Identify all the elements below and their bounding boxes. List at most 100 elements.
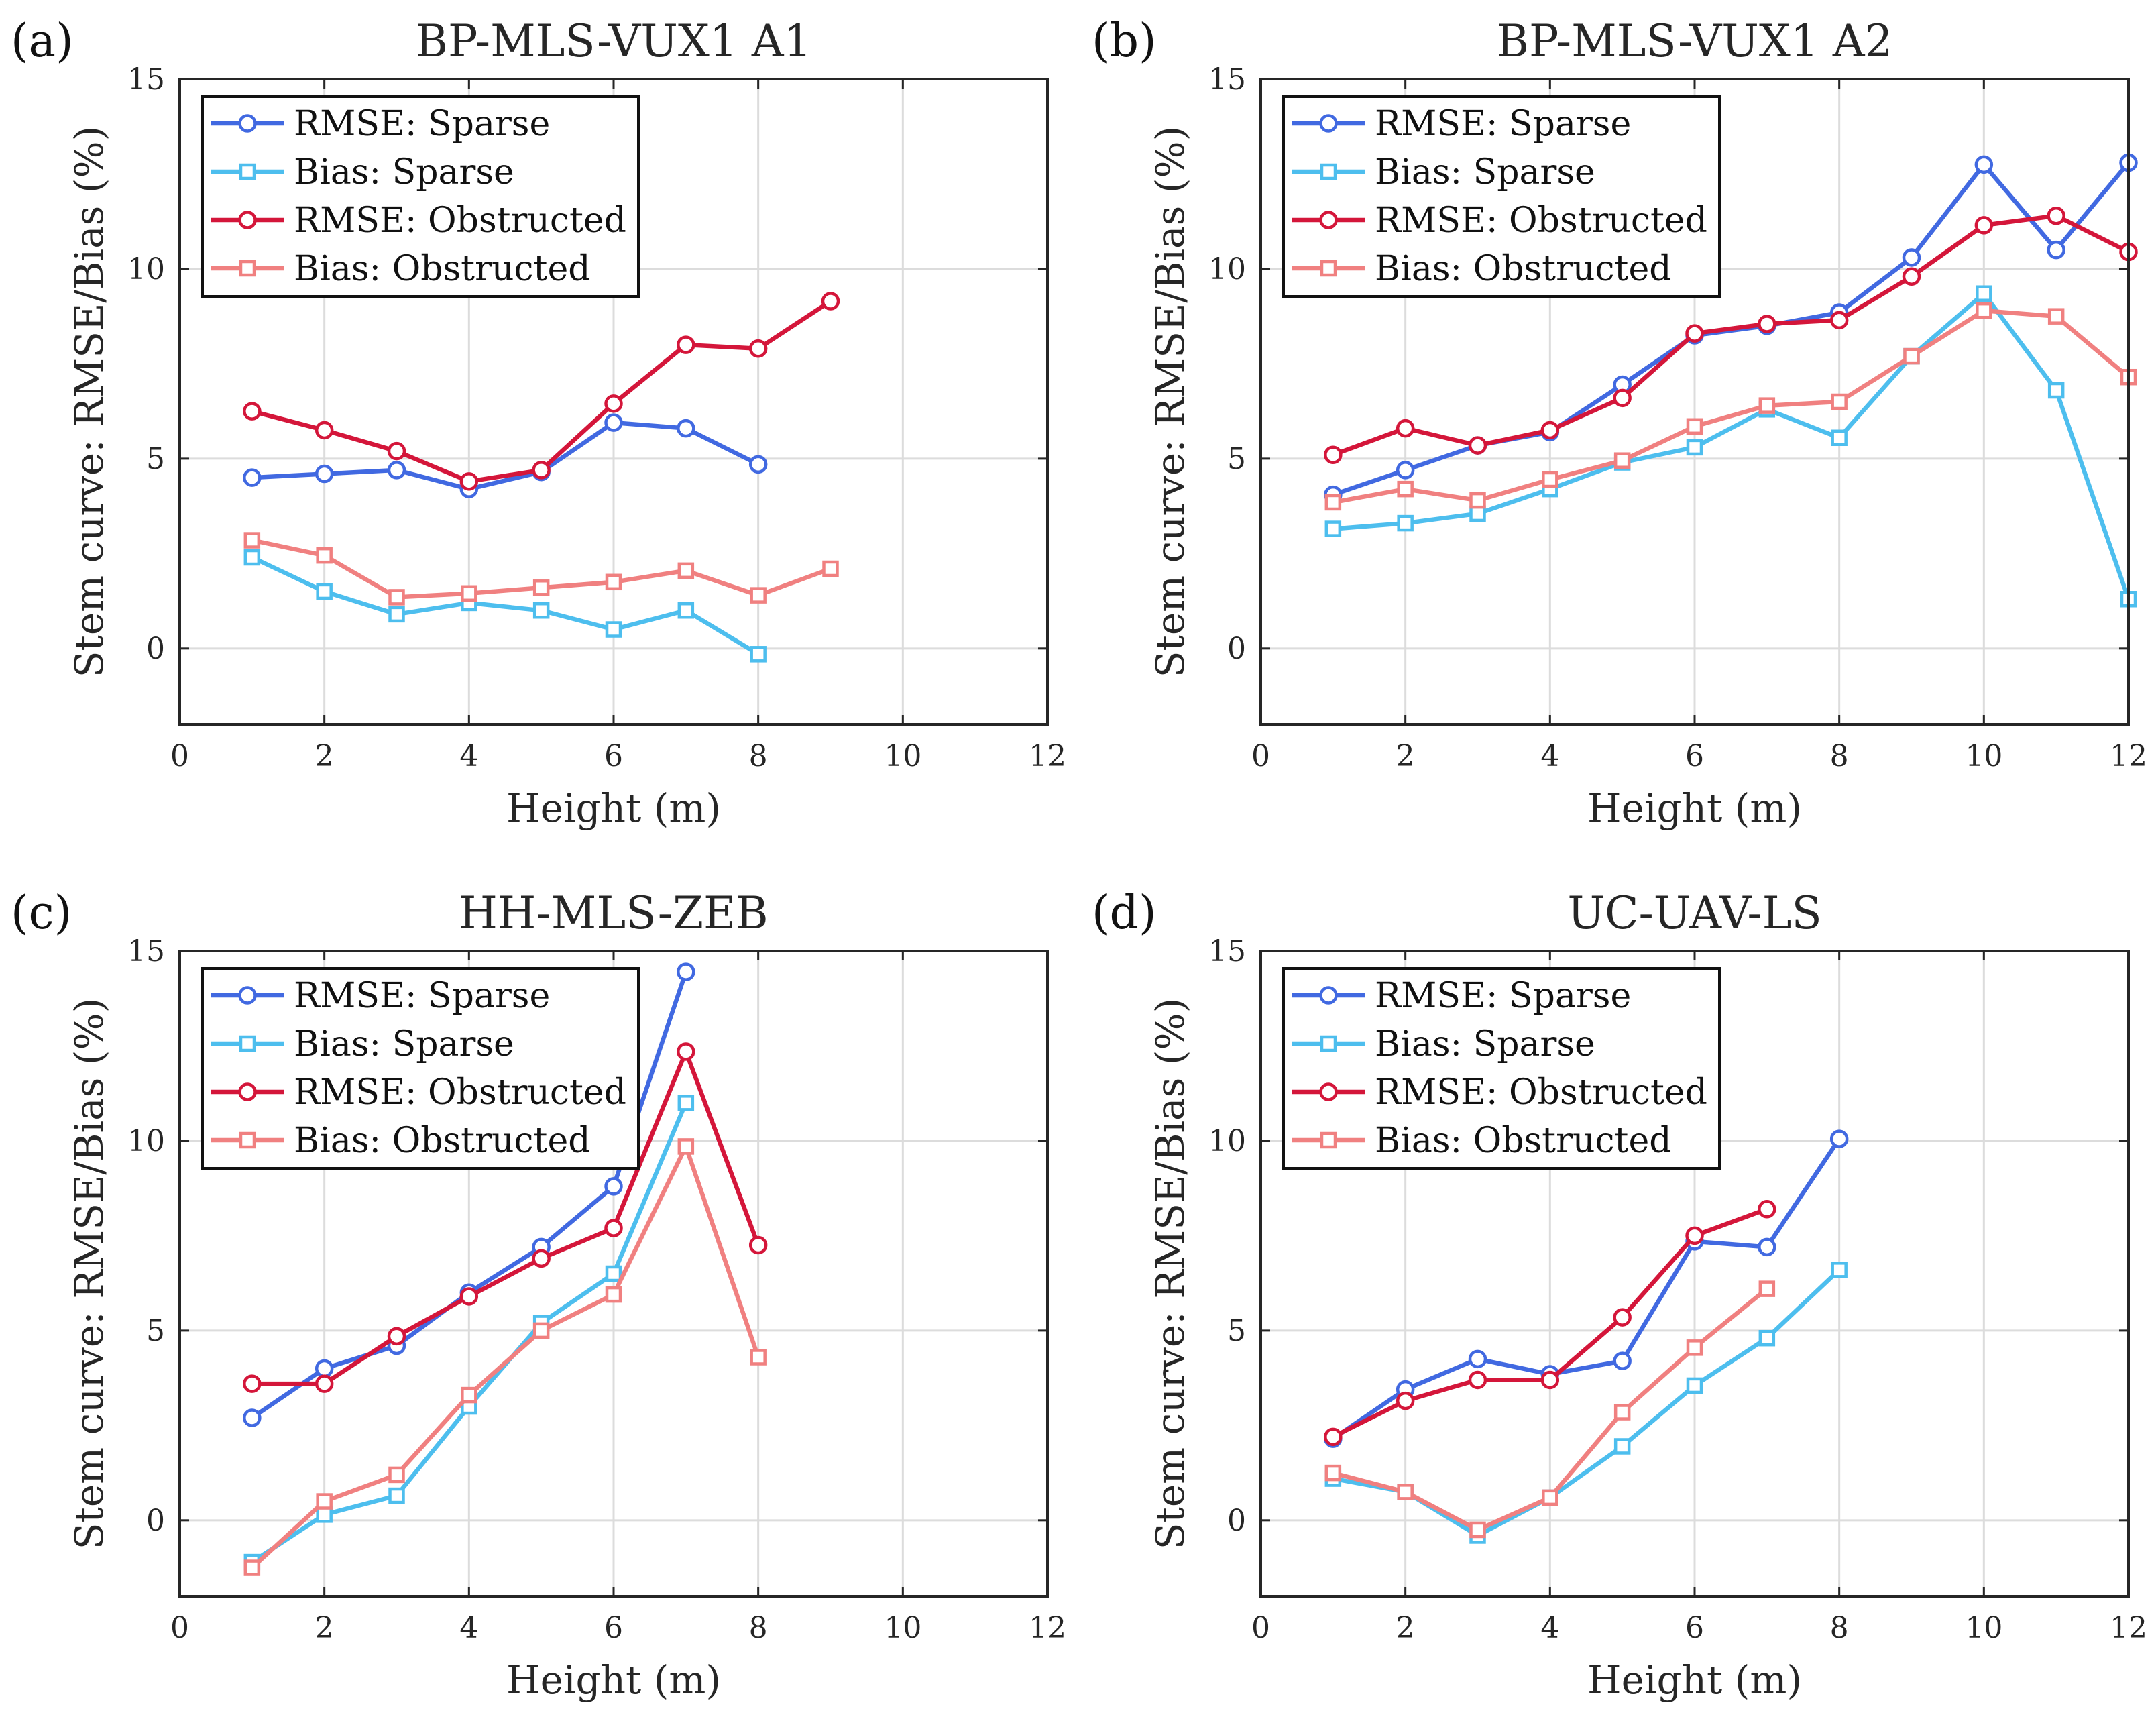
data-point-rmse-sparse (1829, 1129, 1849, 1148)
data-point-rmse-obstructed (1324, 445, 1343, 464)
x-axis-label: Height (m) (506, 785, 721, 831)
legend-box (201, 95, 640, 298)
data-point-bias-obstructed (605, 1286, 622, 1303)
data-point-bias-obstructed (1613, 1404, 1631, 1421)
data-point-bias-sparse (532, 602, 550, 619)
data-point-bias-obstructed (1831, 393, 1848, 410)
data-point-rmse-obstructed (677, 335, 695, 354)
x-axis-label: Height (m) (1587, 785, 1802, 831)
x-tick-label: 10 (884, 739, 921, 773)
data-point-rmse-sparse (387, 461, 406, 480)
y-axis-label: Stem curve: RMSE/Bias (%) (66, 126, 112, 677)
data-point-rmse-sparse (243, 468, 262, 487)
legend-marker (239, 1131, 256, 1149)
data-point-bias-obstructed (1686, 418, 1703, 435)
data-point-rmse-obstructed (1396, 419, 1415, 438)
legend-entry-bias-sparse: Bias: Sparse (1375, 1024, 1595, 1064)
legend: RMSE: Sparse Bias: Sparse RMSE: Obstructed… (201, 967, 640, 1170)
data-point-bias-obstructed (2047, 308, 2065, 325)
data-point-bias-sparse (316, 583, 333, 600)
data-point-rmse-obstructed (1974, 216, 1994, 235)
y-tick-label: 10 (127, 252, 165, 286)
data-point-bias-sparse (1686, 439, 1703, 456)
legend-box (1282, 95, 1721, 298)
series-line-rmse-sparse (1331, 1137, 1841, 1441)
data-point-rmse-obstructed (1613, 1308, 1632, 1327)
data-point-bias-obstructed (1542, 471, 1558, 488)
data-point-bias-obstructed (1613, 452, 1631, 469)
data-point-rmse-obstructed (1685, 1226, 1704, 1245)
x-tick-label: 12 (2110, 1611, 2147, 1645)
data-point-rmse-obstructed (1540, 1370, 1560, 1390)
data-point-rmse-sparse (1396, 461, 1415, 480)
data-point-rmse-obstructed (459, 1287, 479, 1306)
x-tick-label: 10 (1965, 1611, 2002, 1645)
x-tick-label: 2 (1396, 739, 1415, 773)
x-tick-label: 4 (459, 1611, 478, 1645)
data-point-rmse-obstructed (2047, 206, 2065, 225)
legend-marker (1319, 114, 1338, 133)
data-point-rmse-obstructed (821, 292, 840, 311)
x-axis-label: Height (m) (1587, 1657, 1802, 1703)
data-point-bias-sparse (677, 1095, 695, 1111)
series-line-bias-sparse (1332, 291, 2131, 600)
data-point-rmse-sparse (748, 455, 768, 474)
data-point-rmse-sparse (2047, 240, 2065, 260)
data-point-bias-sparse (1758, 1329, 1776, 1347)
legend-marker (1319, 211, 1338, 229)
data-point-rmse-obstructed (1613, 388, 1632, 408)
data-point-bias-obstructed (388, 589, 405, 606)
x-tick-label: 2 (1396, 1611, 1415, 1645)
data-point-rmse-obstructed (387, 1327, 406, 1346)
data-point-rmse-obstructed (748, 339, 768, 358)
data-point-bias-obstructed (1758, 1280, 1776, 1297)
data-point-bias-obstructed (1542, 1489, 1558, 1506)
panel-label: (b) (1092, 15, 1157, 68)
y-axis-label: Stem curve: RMSE/Bias (%) (66, 998, 112, 1549)
x-tick-label: 6 (604, 1611, 623, 1645)
data-point-bias-obstructed (750, 587, 767, 604)
data-point-bias-sparse (388, 1487, 405, 1504)
data-point-bias-sparse (1613, 1438, 1631, 1455)
chart-title: BP-MLS-VUX1 A1 (415, 15, 811, 67)
chart-panel-3: 0 2 4 6 8 10 12 0 5 10 15 HH-MLS-ZEB (c) Height (m) St… (11, 887, 1066, 1703)
legend-marker (238, 986, 257, 1005)
data-point-rmse-obstructed (243, 1374, 262, 1393)
data-point-bias-obstructed (750, 1349, 767, 1366)
data-point-rmse-obstructed (604, 394, 623, 413)
legend-box (1282, 967, 1721, 1170)
data-point-bias-sparse (1831, 1262, 1848, 1278)
data-point-bias-sparse (1469, 505, 1486, 522)
legend-entry-rmse-obstructed: RMSE: Obstructed (294, 1072, 626, 1113)
y-tick-label: 15 (127, 62, 165, 97)
data-point-bias-sparse (1831, 429, 1848, 447)
y-tick-label: 0 (146, 632, 165, 666)
legend-entry-bias-sparse: Bias: Sparse (294, 1024, 514, 1064)
legend-marker (239, 1035, 256, 1052)
legend-marker (1320, 1035, 1337, 1052)
data-point-bias-sparse (243, 549, 261, 566)
data-point-bias-obstructed (316, 547, 333, 564)
data-point-bias-sparse (316, 1506, 333, 1523)
data-point-rmse-sparse (1613, 1351, 1632, 1370)
legend-entry-rmse-sparse: RMSE: Sparse (294, 104, 550, 144)
x-tick-label: 2 (315, 739, 334, 773)
data-point-bias-sparse (1324, 520, 1342, 537)
data-point-rmse-obstructed (1829, 311, 1849, 330)
data-point-bias-obstructed (1324, 1464, 1342, 1482)
legend-entry-bias-obstructed: Bias: Obstructed (294, 249, 591, 289)
legend-marker (239, 163, 256, 180)
y-tick-label: 15 (1208, 62, 1246, 97)
data-point-bias-sparse (605, 621, 622, 638)
data-point-rmse-obstructed (1468, 436, 1487, 455)
y-tick-label: 0 (1227, 1504, 1246, 1538)
data-point-bias-obstructed (605, 573, 622, 591)
x-tick-label: 12 (1029, 1611, 1066, 1645)
data-point-rmse-obstructed (315, 421, 334, 440)
data-point-bias-obstructed (822, 560, 839, 577)
x-tick-label: 6 (1685, 739, 1704, 773)
data-point-bias-obstructed (1758, 397, 1776, 414)
data-point-rmse-sparse (604, 413, 623, 432)
legend-marker (1319, 986, 1338, 1005)
